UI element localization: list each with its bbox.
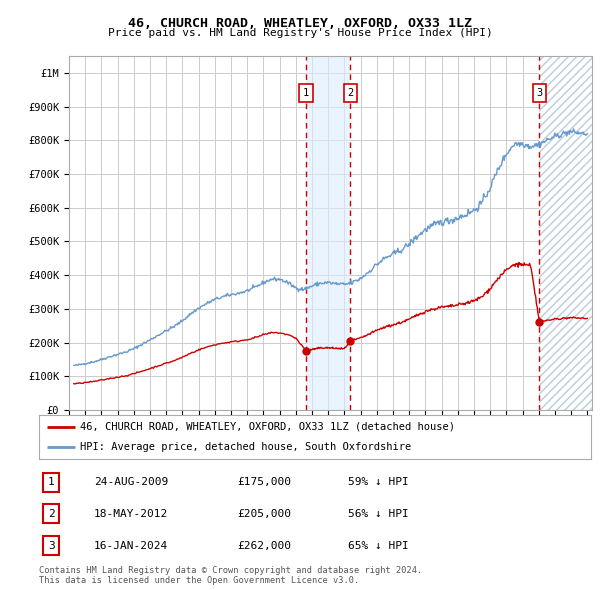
- Text: £262,000: £262,000: [238, 540, 292, 550]
- Text: 1: 1: [303, 88, 310, 98]
- Text: £205,000: £205,000: [238, 509, 292, 519]
- Bar: [539, 56, 592, 410]
- Text: Price paid vs. HM Land Registry's House Price Index (HPI): Price paid vs. HM Land Registry's House …: [107, 28, 493, 38]
- Text: 46, CHURCH ROAD, WHEATLEY, OXFORD, OX33 1LZ: 46, CHURCH ROAD, WHEATLEY, OXFORD, OX33 …: [128, 17, 472, 30]
- Text: £175,000: £175,000: [238, 477, 292, 487]
- Text: This data is licensed under the Open Government Licence v3.0.: This data is licensed under the Open Gov…: [39, 576, 359, 585]
- Bar: [306, 56, 350, 410]
- Text: 46, CHURCH ROAD, WHEATLEY, OXFORD, OX33 1LZ (detached house): 46, CHURCH ROAD, WHEATLEY, OXFORD, OX33 …: [80, 422, 455, 432]
- Text: HPI: Average price, detached house, South Oxfordshire: HPI: Average price, detached house, Sout…: [80, 442, 412, 452]
- Text: 24-AUG-2009: 24-AUG-2009: [94, 477, 169, 487]
- Text: 65% ↓ HPI: 65% ↓ HPI: [348, 540, 409, 550]
- Text: 56% ↓ HPI: 56% ↓ HPI: [348, 509, 409, 519]
- Text: 3: 3: [536, 88, 542, 98]
- Text: 2: 2: [48, 509, 55, 519]
- Text: Contains HM Land Registry data © Crown copyright and database right 2024.: Contains HM Land Registry data © Crown c…: [39, 566, 422, 575]
- Text: 1: 1: [48, 477, 55, 487]
- Text: 59% ↓ HPI: 59% ↓ HPI: [348, 477, 409, 487]
- Text: 2: 2: [347, 88, 353, 98]
- Text: 3: 3: [48, 540, 55, 550]
- Text: 18-MAY-2012: 18-MAY-2012: [94, 509, 169, 519]
- Text: 16-JAN-2024: 16-JAN-2024: [94, 540, 169, 550]
